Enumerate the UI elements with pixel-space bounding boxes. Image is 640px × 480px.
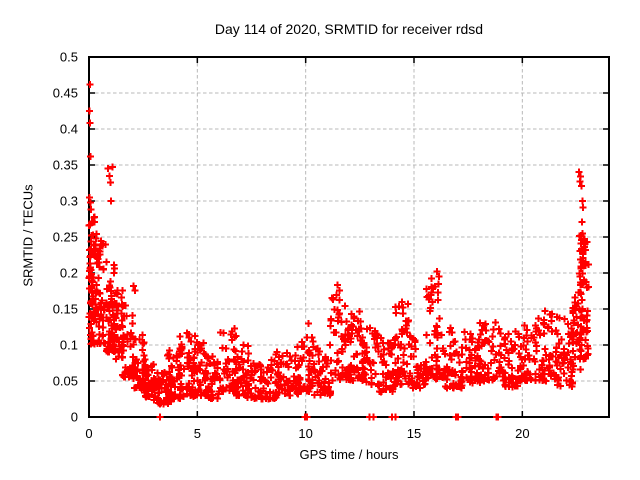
y-tick-label: 0.25 [53, 230, 78, 245]
y-tick-label: 0.1 [60, 338, 78, 353]
x-axis-label: GPS time / hours [299, 447, 399, 462]
y-tick-label: 0.45 [53, 86, 78, 101]
y-tick-label: 0.15 [53, 302, 78, 317]
y-tick-label: 0.4 [60, 122, 78, 137]
y-tick-label: 0.3 [60, 194, 78, 209]
y-tick-label: 0.2 [60, 266, 78, 281]
y-tick-label: 0.5 [60, 50, 78, 65]
plot-border [88, 56, 610, 418]
x-tick-label: 15 [407, 426, 421, 441]
chart-title: Day 114 of 2020, SRMTID for receiver rds… [214, 21, 484, 37]
x-tick-label: 10 [298, 426, 312, 441]
x-tick-label: 0 [85, 426, 92, 441]
x-tick-label: 5 [194, 426, 201, 441]
y-tick-label: 0.35 [53, 158, 78, 173]
x-tick-label: 20 [515, 426, 529, 441]
y-tick-label: 0 [71, 410, 78, 425]
y-tick-label: 0.05 [53, 374, 78, 389]
scatter-points [85, 81, 592, 421]
